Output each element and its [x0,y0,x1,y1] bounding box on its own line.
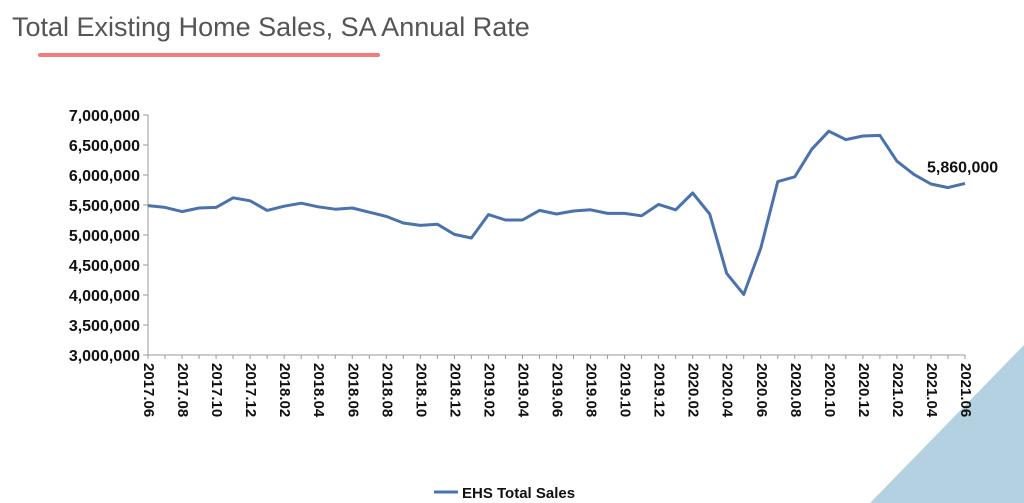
title-underline [38,53,380,57]
y-tick-labels: 3,000,000 3,500,000 4,000,000 4,500,000 5,00… [69,108,148,365]
series-line [147,129,966,296]
x-tick-labels: 2017.06 2017.08 2017.10 2017.12 2018.02 2018.… [140,355,974,418]
x-tick-label: 2019.02 [480,363,497,417]
x-tick-label: 2018.08 [378,363,395,417]
x-tick-label: 2021.06 [957,363,974,417]
y-tick-label: 4,000,000 [69,288,140,305]
x-tick-label: 2020.06 [753,363,770,417]
y-tick-label: 5,000,000 [69,228,140,245]
corner-triangle [870,345,1024,503]
x-tick-label: 2017.10 [208,363,225,417]
x-tick-label: 2018.04 [310,363,327,418]
chart-axes [147,115,965,356]
legend-label: EHS Total Sales [462,485,575,502]
y-tick-label: 7,000,000 [69,108,140,125]
x-tick-label: 2019.08 [583,363,600,417]
x-tick-label: 2017.06 [140,363,157,417]
x-tick-label: 2020.02 [685,363,702,417]
y-tick-label: 3,000,000 [69,348,140,365]
page-title: Total Existing Home Sales, SA Annual Rat… [12,12,530,42]
data-labels: 5,860,000 [927,159,998,176]
x-tick-label: 2017.08 [174,363,191,417]
y-tick-label: 3,500,000 [69,318,140,335]
x-tick-label: 2020.10 [821,363,838,417]
y-tick-label: 6,000,000 [69,168,140,185]
x-tick-label: 2020.08 [787,363,804,417]
x-tick-label: 2018.10 [412,363,429,417]
x-tick-label: 2019.06 [549,363,566,417]
x-tick-label: 2021.04 [923,363,940,418]
x-tick-label: 2020.12 [855,363,872,417]
x-tick-label: 2021.02 [889,363,906,417]
legend: EHS Total Sales [434,485,575,502]
x-tick-label: 2018.06 [344,363,361,417]
x-tick-label: 2017.12 [242,363,259,417]
x-tick-label: 2018.12 [446,363,463,417]
x-tick-label: 2018.02 [276,363,293,417]
y-tick-label: 5,500,000 [69,198,140,215]
data-label: 5,860,000 [927,159,998,176]
x-tick-label: 2019.04 [514,363,531,418]
x-tick-label: 2020.04 [719,363,736,418]
series-layer [147,129,966,296]
y-tick-label: 6,500,000 [69,138,140,155]
x-tick-label: 2019.10 [617,363,634,417]
x-tick-label: 2019.12 [651,363,668,417]
y-tick-label: 4,500,000 [69,258,140,275]
